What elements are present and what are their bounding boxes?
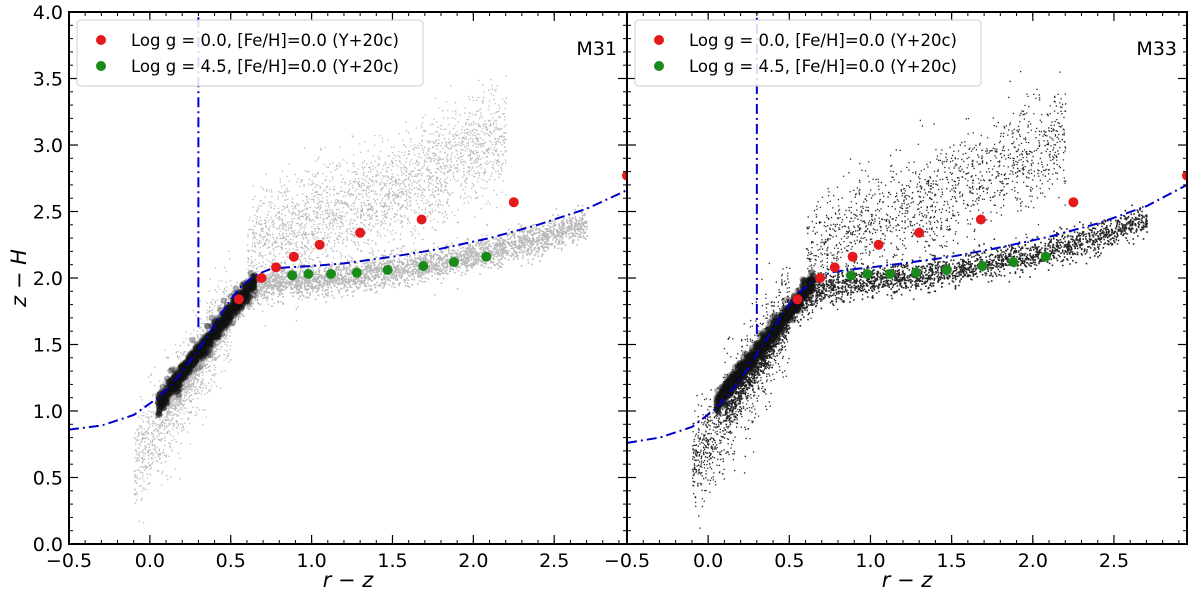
red-model-point — [792, 294, 803, 305]
red-model-point — [815, 273, 826, 283]
x-tick-label: 0.0 — [135, 550, 165, 572]
x-tick-label: 1.0 — [296, 550, 326, 572]
panel-label: M31 — [576, 38, 617, 60]
green-model-point — [303, 269, 314, 280]
legend-box — [634, 19, 982, 87]
legend-entry: Log g = 4.5, [Fe/H]=0.0 (Y+20c) — [689, 57, 957, 76]
ticks: −0.5 0.0 0.5 1.0 1.5 2.0 2.5 — [604, 11, 1187, 572]
green-model-point — [1008, 257, 1019, 268]
x-tick-label: 1.0 — [855, 550, 885, 572]
x-tick-label: 0.0 — [693, 550, 723, 572]
red-model-point — [288, 251, 299, 262]
x-tick-label: 1.5 — [937, 550, 967, 572]
green-model-point — [884, 269, 895, 280]
y-tick-label: 0.0 — [33, 534, 63, 556]
x-tick-label: 0.5 — [216, 550, 246, 572]
legend-entry: Log g = 0.0, [Fe/H]=0.0 (Y+20c) — [131, 31, 399, 50]
series-1 — [846, 251, 1051, 281]
legend: Log g = 0.0, [Fe/H]=0.0 (Y+20c) Log g = 4… — [634, 19, 982, 87]
red-model-point — [873, 239, 884, 250]
boundary-dashdot-line — [69, 189, 627, 431]
red-model-point — [1182, 170, 1187, 181]
y-tick-label: 2.5 — [33, 202, 63, 224]
x-tick-label: −0.5 — [46, 550, 92, 572]
m33-panel: −0.5 0.0 0.5 1.0 1.5 2.0 2.5 r − z M33 Log g = 0.… — [604, 11, 1188, 592]
legend-entry: Log g = 4.5, [Fe/H]=0.0 (Y+20c) — [131, 57, 399, 76]
series-0 — [233, 170, 627, 305]
x-axis-label: r − z — [323, 568, 375, 592]
y-axis-label: z − H — [7, 249, 31, 308]
red-model-point — [1068, 197, 1079, 208]
star-density-cloud — [691, 71, 1148, 529]
x-tick-label: 2.0 — [458, 550, 488, 572]
x-tick-label: 1.5 — [377, 550, 407, 572]
legend-entry: Log g = 0.0, [Fe/H]=0.0 (Y+20c) — [689, 31, 957, 50]
green-model-point — [287, 270, 298, 281]
y-tick-label: 4.0 — [33, 2, 63, 24]
y-tick-label: 3.0 — [33, 135, 63, 157]
red-model-point — [914, 227, 925, 238]
legend-marker — [96, 35, 106, 45]
green-model-point — [351, 267, 362, 278]
legend-box — [76, 19, 424, 87]
y-tick-label: 0.5 — [33, 468, 63, 490]
green-model-point — [846, 270, 856, 281]
y-tick-label: 3.5 — [33, 69, 63, 91]
green-model-point — [977, 261, 988, 272]
x-axis-label: r − z — [882, 568, 934, 592]
legend-marker — [654, 61, 664, 71]
red-model-point — [622, 170, 627, 181]
x-tick-label: −0.5 — [604, 550, 650, 572]
y-tick-label: 1.0 — [33, 401, 63, 423]
ticks: −0.5 0.0 0.5 1.0 1.5 2.0 2.50.00.51.01.52.02.5… — [33, 2, 627, 572]
series-0 — [792, 170, 1187, 305]
red-model-point — [829, 262, 840, 273]
red-model-point — [416, 214, 427, 225]
red-model-point — [355, 227, 366, 238]
green-model-point — [862, 269, 873, 280]
m31-panel: −0.5 0.0 0.5 1.0 1.5 2.0 2.50.00.51.01.52.02.5… — [7, 2, 628, 592]
red-model-point — [256, 273, 267, 283]
green-model-point — [418, 261, 429, 272]
series-1 — [287, 251, 492, 281]
red-model-point — [314, 239, 325, 250]
green-model-point — [481, 251, 492, 262]
green-model-point — [941, 265, 952, 276]
y-tick-label: 1.5 — [33, 335, 63, 357]
x-tick-label: 2.5 — [539, 550, 569, 572]
green-model-point — [1040, 251, 1051, 262]
red-model-point — [847, 251, 858, 262]
green-model-point — [448, 257, 459, 268]
panel-label: M33 — [1136, 38, 1177, 60]
red-model-point — [233, 294, 244, 305]
legend-marker — [654, 35, 664, 45]
y-tick-label: 2.0 — [33, 268, 63, 290]
green-model-point — [382, 265, 393, 276]
legend: Log g = 0.0, [Fe/H]=0.0 (Y+20c) Log g = 4… — [76, 19, 424, 87]
green-model-point — [910, 267, 921, 278]
x-tick-label: 2.5 — [1099, 550, 1129, 572]
red-model-point — [508, 197, 519, 208]
red-model-point — [271, 262, 282, 273]
red-model-point — [975, 214, 986, 225]
green-model-point — [326, 269, 337, 280]
legend-marker — [96, 61, 106, 71]
star-density-cloud — [133, 75, 589, 524]
x-tick-label: 2.0 — [1018, 550, 1048, 572]
x-tick-label: 0.5 — [774, 550, 804, 572]
